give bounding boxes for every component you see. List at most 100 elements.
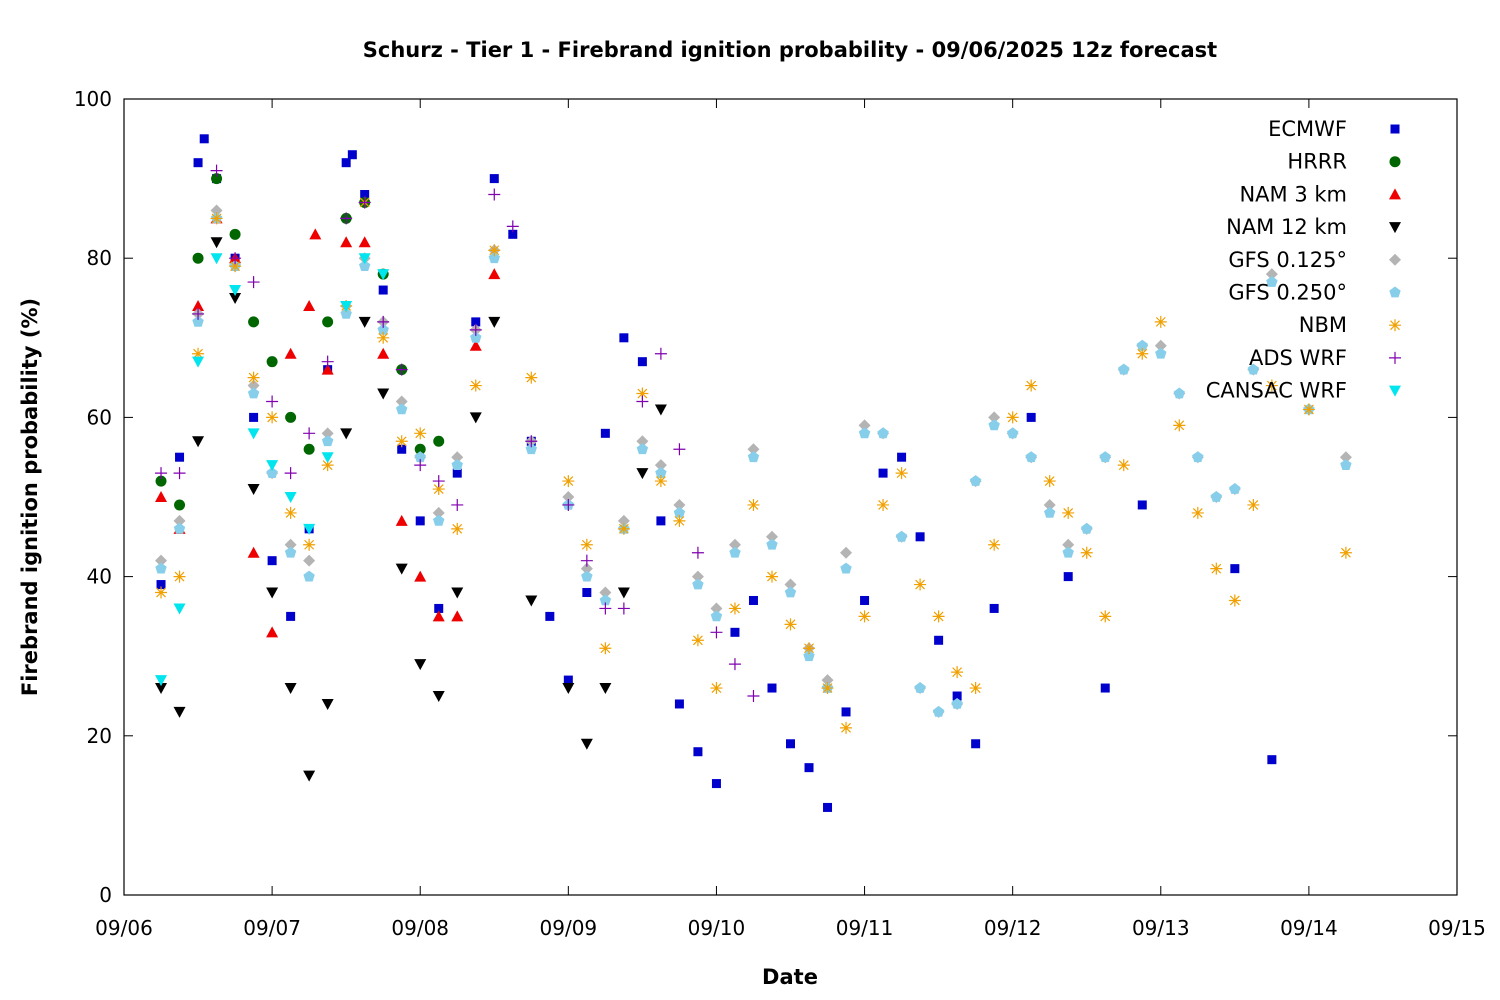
data-point — [451, 610, 464, 622]
data-point — [599, 683, 612, 695]
data-point — [617, 602, 630, 615]
data-point — [340, 428, 353, 440]
legend-label: GFS 0.250° — [1228, 281, 1347, 305]
data-point — [488, 268, 501, 280]
data-point — [1099, 610, 1112, 623]
data-point — [747, 443, 760, 456]
data-point — [1006, 411, 1019, 424]
data-point — [654, 475, 667, 488]
data-point — [693, 747, 703, 757]
data-point — [878, 468, 888, 478]
data-point — [525, 595, 538, 607]
data-point — [1339, 451, 1352, 464]
data-point — [193, 158, 203, 168]
data-point — [451, 587, 464, 599]
legend-marker — [1389, 385, 1401, 397]
data-point — [340, 212, 353, 225]
data-point — [347, 150, 357, 160]
x-tick-label: 09/12 — [984, 916, 1042, 940]
data-point — [284, 683, 297, 695]
data-point — [266, 460, 279, 472]
data-point — [1340, 459, 1352, 470]
data-point — [321, 452, 334, 464]
data-point — [266, 356, 278, 368]
data-point — [488, 252, 500, 264]
data-point — [711, 779, 721, 789]
data-point — [1063, 572, 1073, 582]
data-point — [432, 483, 445, 496]
data-point — [786, 739, 795, 749]
data-point — [451, 498, 464, 511]
data-point — [821, 674, 834, 687]
data-point — [858, 419, 871, 432]
data-point — [192, 356, 205, 368]
data-point — [860, 595, 870, 605]
data-point — [599, 594, 612, 606]
data-point — [358, 316, 371, 328]
data-point — [563, 675, 573, 685]
data-point — [654, 459, 667, 472]
data-point — [469, 323, 482, 336]
data-point — [284, 492, 297, 503]
data-point — [469, 412, 482, 424]
data-point — [728, 658, 741, 671]
data-point — [284, 467, 297, 480]
data-point — [580, 738, 593, 750]
data-point — [432, 610, 445, 622]
y-tick-label: 20 — [87, 724, 112, 748]
data-point — [247, 546, 260, 558]
x-tick-label: 09/13 — [1132, 916, 1190, 940]
data-point — [173, 603, 186, 615]
data-point — [173, 514, 186, 527]
data-point — [932, 705, 945, 717]
data-point — [895, 530, 908, 542]
data-point — [1117, 459, 1130, 472]
data-point — [451, 522, 464, 535]
data-point — [229, 285, 242, 297]
data-point — [155, 586, 168, 599]
legend-marker — [1389, 188, 1401, 200]
data-point — [155, 683, 168, 695]
data-point — [619, 333, 629, 343]
data-point — [285, 411, 297, 423]
legend-label: NBM — [1299, 313, 1347, 337]
data-point — [765, 570, 778, 583]
data-point — [432, 691, 445, 702]
data-point — [525, 443, 537, 455]
data-point — [1247, 498, 1260, 511]
data-point — [617, 514, 630, 527]
data-point — [358, 236, 371, 248]
y-tick-label: 0 — [99, 883, 112, 907]
data-point — [248, 316, 260, 328]
data-point — [303, 299, 316, 311]
legend-marker — [1390, 124, 1400, 134]
data-point — [303, 570, 315, 582]
data-point — [914, 578, 927, 591]
data-point — [821, 682, 834, 695]
data-point — [247, 371, 260, 384]
data-point — [284, 347, 297, 359]
data-point — [674, 699, 684, 709]
data-point — [969, 475, 982, 486]
data-point — [247, 379, 260, 392]
data-point — [1154, 315, 1167, 328]
data-point — [192, 347, 205, 360]
data-point — [1155, 347, 1167, 359]
legend-marker — [1389, 222, 1401, 234]
data-point — [562, 498, 575, 511]
data-point — [395, 563, 408, 575]
data-point — [766, 538, 778, 550]
series-ecmwf — [156, 134, 1277, 812]
data-point — [1247, 363, 1260, 375]
data-point — [174, 499, 186, 511]
data-point — [1081, 522, 1093, 534]
data-point — [359, 260, 371, 271]
x-tick-label: 09/15 — [1428, 916, 1486, 940]
data-point — [1062, 538, 1075, 551]
legend-label: HRRR — [1287, 150, 1347, 174]
data-point — [1173, 387, 1185, 399]
legend: ECMWF HRRR NAM 3 km NAM 12 km GFS 0.125° GFS … — [1206, 117, 1401, 403]
data-point — [377, 331, 390, 344]
data-point — [175, 452, 185, 462]
data-point — [728, 538, 741, 551]
